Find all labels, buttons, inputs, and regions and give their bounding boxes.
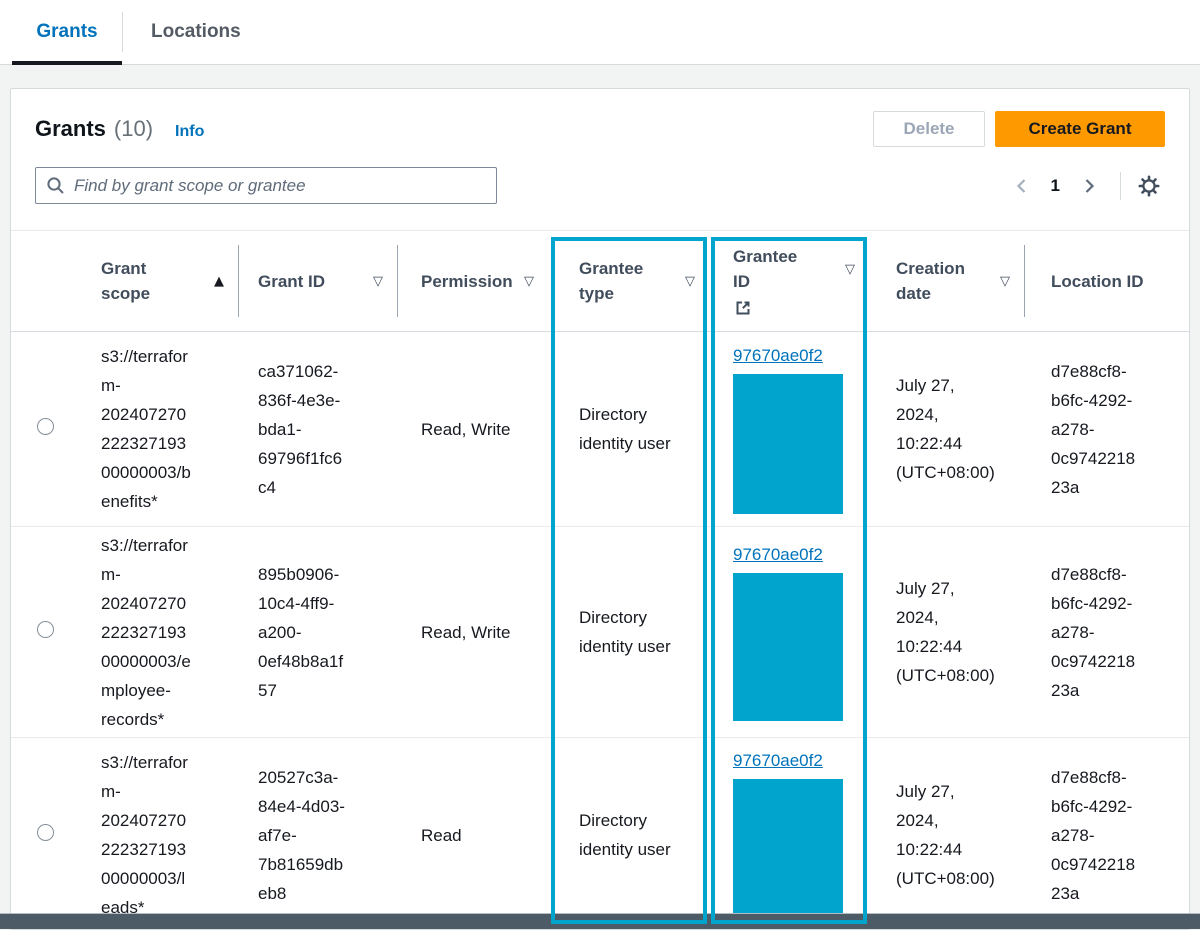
grantee-id-header-label: Grantee ID: [733, 247, 798, 291]
table-row: s3://terraform-2024072702223271930000000…: [11, 331, 1189, 527]
grant-id-cell: 895b0906-10c4-4ff9-a200-0ef48b8a1f57: [258, 564, 344, 700]
chevron-left-icon: [1013, 176, 1031, 196]
table-row: s3://terraform-2024072702223271930000000…: [11, 737, 1189, 929]
search-pagination-row: 1: [35, 167, 1165, 204]
grant-scope-cell: s3://terraform-2024072702223271930000000…: [101, 535, 191, 729]
table-row: s3://terraform-2024072702223271930000000…: [11, 526, 1189, 738]
grant-scope-cell: s3://terraform-2024072702223271930000000…: [101, 347, 191, 511]
row-radio[interactable]: [37, 418, 54, 435]
grantee-id-link[interactable]: 97670ae0f2: [733, 750, 823, 770]
pagination: 1: [1003, 171, 1165, 200]
grantee-type-cell: Directory identity user: [579, 608, 671, 656]
tab-divider: [122, 12, 123, 52]
grant-scope-cell: s3://terraform-2024072702223271930000000…: [101, 753, 188, 917]
table-header-row: Grant scope ▲ Grant ID ▽ Permission ▽: [11, 230, 1189, 332]
grantee-id-link[interactable]: 97670ae0f2: [733, 345, 823, 365]
grants-count: (10): [113, 116, 154, 141]
location-id-header-label: Location ID: [1051, 271, 1144, 291]
permission-cell: Read: [421, 825, 462, 845]
redacted-grantee-block: [733, 373, 843, 514]
row-radio[interactable]: [37, 621, 54, 638]
grantee-type-cell: Directory identity user: [579, 811, 671, 859]
external-link-icon: [733, 298, 869, 318]
location-id-cell: d7e88cf8-b6fc-4292-a278-0c974221823a: [1051, 767, 1136, 903]
column-header-creation-date[interactable]: Creation date ▽: [869, 230, 1024, 332]
grants-table: Grant scope ▲ Grant ID ▽ Permission ▽: [11, 230, 1189, 929]
grants-panel: Grants (10) Info Delete Create Grant: [10, 88, 1190, 930]
horizontal-scrollbar[interactable]: [0, 913, 1200, 929]
search-input[interactable]: [35, 167, 497, 204]
creation-date-cell: July 27, 2024, 10:22:44 (UTC+08:00): [896, 782, 995, 888]
tab-locations[interactable]: Locations: [123, 0, 269, 64]
row-radio[interactable]: [37, 824, 54, 841]
delete-button[interactable]: Delete: [873, 111, 985, 147]
search-icon: [46, 176, 65, 195]
grantee-type-header-label: Grantee type: [579, 259, 644, 303]
column-header-grant-id[interactable]: Grant ID ▽: [238, 230, 397, 332]
info-link[interactable]: Info: [175, 123, 205, 140]
column-header-grant-scope[interactable]: Grant scope ▲: [79, 230, 238, 332]
column-header-location-id[interactable]: Location ID: [1024, 230, 1189, 332]
sort-icon: ▽: [373, 273, 383, 289]
tab-grants-label: Grants: [36, 21, 98, 42]
sort-icon: ▽: [845, 261, 855, 277]
creation-date-header-label: Creation date: [896, 259, 965, 303]
tab-grants[interactable]: Grants: [12, 0, 122, 65]
sort-icon: ▽: [524, 273, 534, 289]
grant-id-header-label: Grant ID: [258, 271, 326, 291]
column-header-grantee-id[interactable]: Grantee ID ▽: [709, 230, 869, 332]
panel-header: Grants (10) Info Delete Create Grant: [35, 111, 1165, 147]
grant-id-cell: 20527c3a-84e4-4d03-af7e-7b81659dbeb8: [258, 767, 345, 903]
grantee-id-link[interactable]: 97670ae0f2: [733, 544, 823, 564]
gear-icon: [1137, 174, 1161, 198]
sort-ascending-icon: ▲: [214, 273, 224, 289]
grantee-type-cell: Directory identity user: [579, 405, 671, 453]
creation-date-cell: July 27, 2024, 10:22:44 (UTC+08:00): [896, 579, 995, 685]
sort-icon: ▽: [1000, 273, 1010, 289]
sort-icon: ▽: [685, 273, 695, 289]
pagination-divider: [1120, 171, 1121, 200]
previous-page-button[interactable]: [1003, 176, 1041, 196]
tabs-bar: Grants Locations: [0, 0, 1200, 65]
create-grant-button[interactable]: Create Grant: [995, 111, 1165, 147]
grant-scope-header-label: Grant scope: [101, 259, 151, 303]
creation-date-cell: July 27, 2024, 10:22:44 (UTC+08:00): [896, 376, 995, 482]
permission-header-label: Permission: [421, 271, 513, 291]
settings-button[interactable]: [1133, 174, 1165, 198]
column-header-permission[interactable]: Permission ▽: [397, 230, 548, 332]
next-page-button[interactable]: [1070, 176, 1108, 196]
page-title: Grants: [35, 116, 106, 141]
chevron-right-icon: [1080, 176, 1098, 196]
column-header-grantee-type[interactable]: Grantee type ▽: [548, 230, 709, 332]
current-page[interactable]: 1: [1050, 175, 1060, 195]
selection-column-header: [11, 230, 79, 332]
redacted-grantee-block: [733, 778, 843, 921]
permission-cell: Read, Write: [421, 419, 511, 439]
grant-id-cell: ca371062-836f-4e3e-bda1-69796f1fc6c4: [258, 361, 343, 497]
location-id-cell: d7e88cf8-b6fc-4292-a278-0c974221823a: [1051, 361, 1136, 497]
redacted-grantee-block: [733, 572, 843, 721]
tab-locations-label: Locations: [151, 21, 241, 42]
permission-cell: Read, Write: [421, 622, 511, 642]
location-id-cell: d7e88cf8-b6fc-4292-a278-0c974221823a: [1051, 564, 1136, 700]
